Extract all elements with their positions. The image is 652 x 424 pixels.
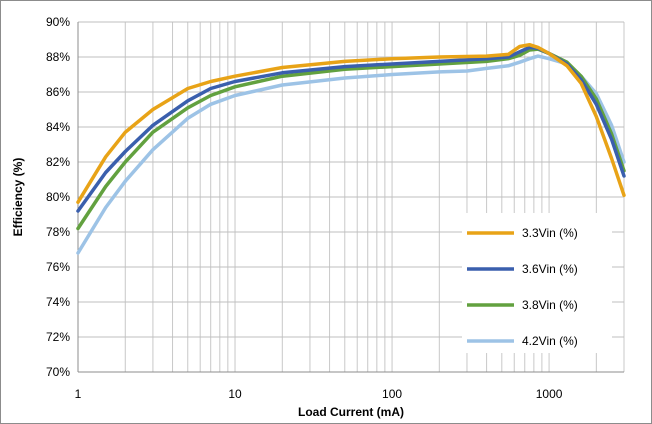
y-tick-label: 72% [46,330,70,344]
legend: 3.3Vin (%) 3.6Vin (%) 3.8Vin (%) 4.2Vin (%) [462,213,612,353]
y-tick-label: 74% [46,295,70,309]
y-tick-label: 76% [46,260,70,274]
series-line [76,42,626,204]
legend-label: 3.8Vin (%) [522,298,578,312]
y-tick-label: 86% [46,85,70,99]
legend-label: 3.3Vin (%) [522,226,578,240]
y-tick-label: 90% [46,15,70,29]
y-axis-title: Efficiency (%) [11,158,25,237]
legend-box [462,213,612,353]
x-tick-label: 100 [382,387,402,401]
x-axis-title: Load Current (mA) [298,405,404,419]
y-tick-label: 82% [46,155,70,169]
y-tick-label: 78% [46,225,70,239]
y-tick-label: 70% [46,365,70,379]
series-line [76,47,626,231]
legend-label: 4.2Vin (%) [522,334,578,348]
legend-label: 3.6Vin (%) [522,262,578,276]
axis-ticks: 70% 72% 74% 76% 78% 80% 82% 84% 86% 88% 90% 1 10 100 1… [46,15,563,401]
series-lines [76,42,626,255]
grid-lines [77,21,625,373]
x-tick-label: 1 [75,387,82,401]
x-tick-label: 1000 [536,387,563,401]
y-tick-label: 80% [46,190,70,204]
y-tick-label: 88% [46,50,70,64]
x-tick-label: 10 [228,387,242,401]
y-tick-label: 84% [46,120,70,134]
